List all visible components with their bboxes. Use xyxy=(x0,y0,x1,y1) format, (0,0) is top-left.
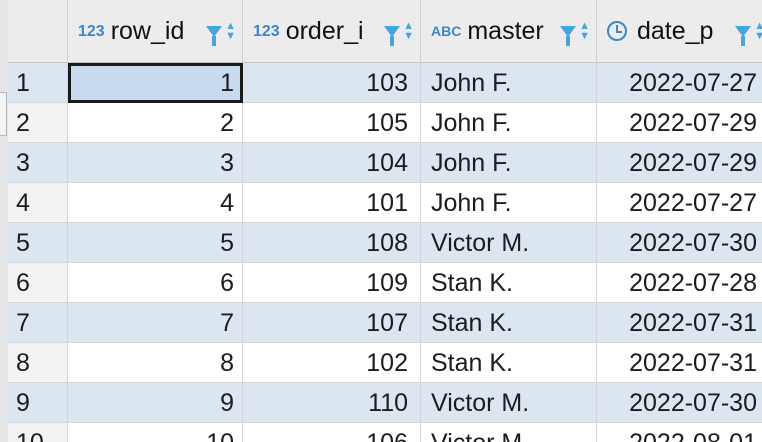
text-type-icon: ABC xyxy=(431,22,462,39)
cell-master[interactable]: Stan K. xyxy=(421,263,597,303)
numeric-key-icon: 123 xyxy=(78,22,105,40)
numeric-icon: 123 xyxy=(253,22,280,40)
cell-order-id[interactable]: 109 xyxy=(243,263,421,303)
grid-header: 123 row_id ▲ ▼ 123 order_i ▲ ▼ ABC master … xyxy=(8,0,762,63)
cell-row-id[interactable]: 5 xyxy=(68,223,243,263)
row-number[interactable]: 1 xyxy=(8,63,68,103)
cell-order-id[interactable]: 102 xyxy=(243,343,421,383)
cell-order-id[interactable]: 107 xyxy=(243,303,421,343)
filter-icon[interactable] xyxy=(735,25,752,46)
column-header-date[interactable]: date_p ▲▼ xyxy=(597,0,762,63)
cell-date[interactable]: 2022-08-01 xyxy=(597,423,762,442)
cell-row-id[interactable]: 4 xyxy=(68,183,243,223)
sort-icon[interactable]: ▲▼ xyxy=(403,20,414,42)
table-row[interactable]: 7 7 107 Stan K. 2022-07-31 xyxy=(8,303,762,343)
row-number[interactable]: 9 xyxy=(8,383,68,423)
table-row[interactable]: 10 10 106 Victor M. 2022-08-01 xyxy=(8,423,762,442)
clock-icon xyxy=(607,21,627,41)
row-number[interactable]: 2 xyxy=(8,103,68,143)
cell-order-id[interactable]: 106 xyxy=(243,423,421,442)
cell-date[interactable]: 2022-07-27 xyxy=(597,63,762,103)
cell-date[interactable]: 2022-07-29 xyxy=(597,103,762,143)
column-header-master[interactable]: ABC master ▲ ▼ xyxy=(421,0,597,63)
cell-order-id[interactable]: 104 xyxy=(243,143,421,183)
row-number[interactable]: 4 xyxy=(8,183,68,223)
cell-date[interactable]: 2022-07-31 xyxy=(597,343,762,383)
sort-icon[interactable]: ▲▼ xyxy=(754,21,762,42)
row-number[interactable]: 3 xyxy=(8,143,68,183)
cell-master[interactable]: Victor M. xyxy=(421,383,597,423)
sort-icon[interactable]: ▲▼ xyxy=(225,20,236,42)
cell-date[interactable]: 2022-07-30 xyxy=(597,383,762,423)
column-name: order_i xyxy=(285,16,364,45)
column-header-order-id[interactable]: 123 order_i ▲ ▼ xyxy=(243,0,421,63)
cell-date[interactable]: 2022-07-29 xyxy=(597,143,762,183)
sort-icon[interactable]: ▲▼ xyxy=(579,20,590,42)
cell-row-id[interactable]: 10 xyxy=(68,423,243,442)
cell-row-id[interactable]: 7 xyxy=(68,303,243,343)
filter-icon[interactable] xyxy=(384,25,401,46)
results-grid: 123 row_id ▲ ▼ 123 order_i ▲ ▼ ABC master … xyxy=(8,0,762,442)
cell-date[interactable]: 2022-07-30 xyxy=(597,223,762,263)
cell-master[interactable]: Stan K. xyxy=(421,343,597,383)
row-number[interactable]: 8 xyxy=(8,343,68,383)
row-number[interactable]: 5 xyxy=(8,223,68,263)
cell-master[interactable]: Victor M. xyxy=(421,223,597,263)
table-row[interactable]: 9 9 110 Victor M. 2022-07-30 xyxy=(8,383,762,423)
column-name: date_p xyxy=(637,16,714,45)
cell-order-id[interactable]: 105 xyxy=(243,103,421,143)
cell-master[interactable]: John F. xyxy=(421,183,597,223)
cell-row-id[interactable]: 1 xyxy=(68,63,243,103)
cell-row-id[interactable]: 8 xyxy=(68,343,243,383)
cell-date[interactable]: 2022-07-28 xyxy=(597,263,762,303)
panel-handle[interactable] xyxy=(0,92,7,136)
row-number[interactable]: 10 xyxy=(8,423,68,442)
table-row[interactable]: 2 2 105 John F. 2022-07-29 xyxy=(8,103,762,143)
cell-order-id[interactable]: 101 xyxy=(243,183,421,223)
cell-date[interactable]: 2022-07-31 xyxy=(597,303,762,343)
cell-master[interactable]: Stan K. xyxy=(421,303,597,343)
column-name: row_id xyxy=(110,16,185,45)
cell-order-id[interactable]: 108 xyxy=(243,223,421,263)
table-row[interactable]: 6 6 109 Stan K. 2022-07-28 xyxy=(8,263,762,303)
column-header-row-id[interactable]: 123 row_id ▲ ▼ xyxy=(68,0,243,63)
cell-master[interactable]: Victor M. xyxy=(421,423,597,442)
table-row[interactable]: 8 8 102 Stan K. 2022-07-31 xyxy=(8,343,762,383)
cell-order-id[interactable]: 103 xyxy=(243,63,421,103)
cell-master[interactable]: John F. xyxy=(421,103,597,143)
row-number[interactable]: 7 xyxy=(8,303,68,343)
row-number-header[interactable] xyxy=(8,0,68,63)
table-row[interactable]: 4 4 101 John F. 2022-07-27 xyxy=(8,183,762,223)
filter-icon[interactable] xyxy=(560,25,577,46)
cell-row-id[interactable]: 6 xyxy=(68,263,243,303)
cell-row-id[interactable]: 2 xyxy=(68,103,243,143)
table-row[interactable]: 3 3 104 John F. 2022-07-29 xyxy=(8,143,762,183)
row-number[interactable]: 6 xyxy=(8,263,68,303)
table-row[interactable]: 1 1 103 John F. 2022-07-27 xyxy=(8,63,762,103)
cell-order-id[interactable]: 110 xyxy=(243,383,421,423)
filter-icon[interactable] xyxy=(206,25,223,46)
cell-master[interactable]: John F. xyxy=(421,63,597,103)
cell-row-id[interactable]: 9 xyxy=(68,383,243,423)
table-row[interactable]: 5 5 108 Victor M. 2022-07-30 xyxy=(8,223,762,263)
column-name: master xyxy=(467,16,544,45)
cell-row-id[interactable]: 3 xyxy=(68,143,243,183)
cell-date[interactable]: 2022-07-27 xyxy=(597,183,762,223)
cell-master[interactable]: John F. xyxy=(421,143,597,183)
